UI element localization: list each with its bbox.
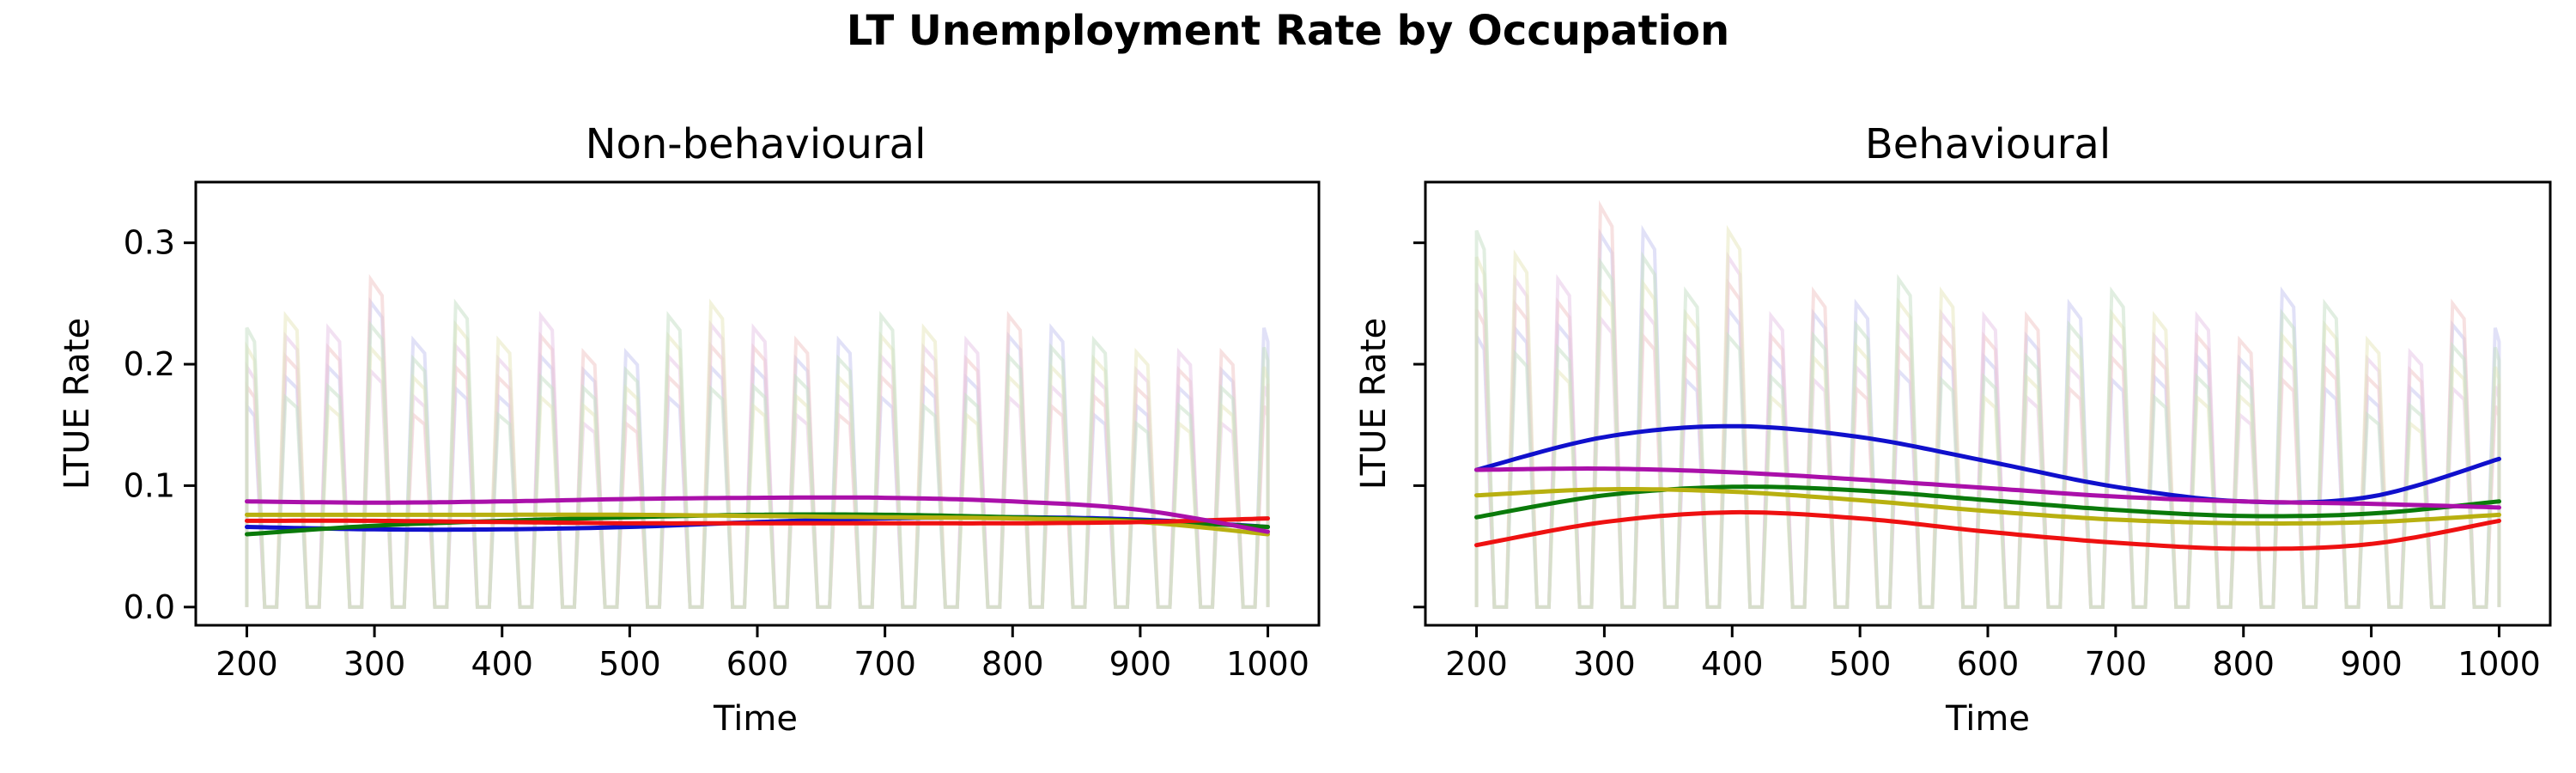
x-axis-label: Time — [1945, 699, 2030, 739]
x-tick-label: 600 — [726, 645, 789, 683]
figure-suptitle: LT Unemployment Rate by Occupation — [847, 7, 1729, 55]
y-tick-label: 0.2 — [124, 345, 175, 383]
x-tick-label: 900 — [1109, 645, 1172, 683]
axis-ticks: 200 300 400 500 600 700 800 900 1000 0.0 0.1 0.2 0.3 — [124, 224, 1309, 683]
y-tick-label: 0.3 — [124, 224, 175, 262]
y-axis-label: LTUE Rate — [58, 318, 97, 490]
x-tick-label: 500 — [598, 645, 661, 683]
series-lines — [245, 495, 1270, 537]
series-line — [245, 512, 1270, 537]
x-tick-label: 600 — [1957, 645, 2020, 683]
faint-trace — [1474, 229, 2501, 609]
x-tick-label: 1000 — [1226, 645, 1309, 683]
x-tick-label: 800 — [2212, 645, 2275, 683]
y-axis-label: LTUE Rate — [1354, 318, 1394, 490]
x-tick-label: 400 — [1701, 645, 1764, 683]
series-line — [245, 516, 1270, 526]
faint-trace — [245, 298, 1270, 609]
x-tick-label: 300 — [343, 645, 406, 683]
x-tick-label: 300 — [1573, 645, 1636, 683]
y-tick-label: 0.0 — [124, 588, 175, 626]
y-tick-label: 0.1 — [124, 466, 175, 504]
x-tick-label: 400 — [471, 645, 533, 683]
series-line — [1474, 487, 2501, 526]
x-tick-label: 500 — [1829, 645, 1892, 683]
faint-background-traces — [245, 273, 1270, 609]
x-tick-label: 900 — [2340, 645, 2403, 683]
x-tick-label: 700 — [854, 645, 916, 683]
panel-title: Non-behavioural — [586, 120, 927, 168]
panel-title: Behavioural — [1865, 120, 2111, 168]
x-tick-label: 200 — [1445, 645, 1508, 683]
panel-non-behavioural: Non-behavioural Time LTUE Rate 200 300 400… — [58, 120, 1321, 739]
series-lines — [1474, 423, 2501, 551]
x-tick-label: 700 — [2085, 645, 2148, 683]
axis-ticks: 200 300 400 500 600 700 800 900 1000 — [1413, 241, 2541, 683]
x-tick-label: 800 — [981, 645, 1044, 683]
x-tick-label: 1000 — [2458, 645, 2541, 683]
series-line — [1474, 466, 2501, 510]
x-axis-label: Time — [713, 699, 798, 739]
plot-frame — [1424, 180, 2552, 627]
series-line — [245, 495, 1270, 534]
x-tick-label: 200 — [216, 645, 278, 683]
series-line — [1474, 509, 2501, 551]
faint-background-traces — [1474, 200, 2501, 609]
panel-behavioural: Behavioural Time LTUE Rate 200 300 400 500 6… — [1354, 120, 2552, 739]
plot-frame — [194, 180, 1321, 627]
